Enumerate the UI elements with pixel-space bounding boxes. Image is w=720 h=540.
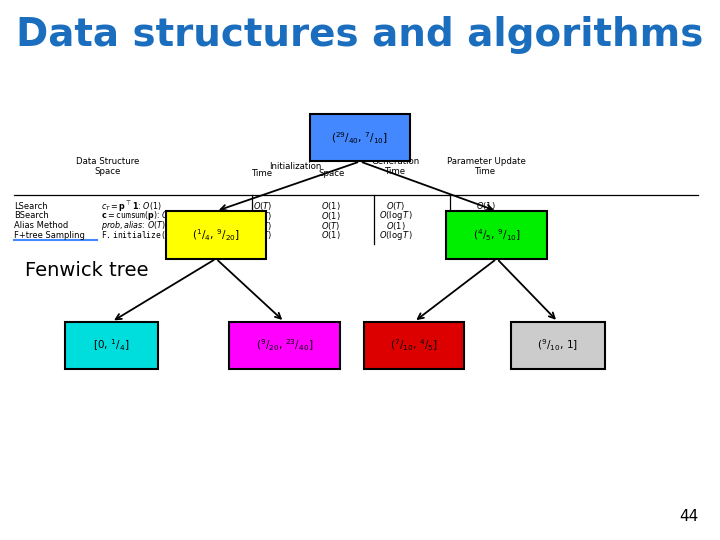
Text: Space: Space: [318, 168, 344, 178]
Text: $O(T)$: $O(T)$: [386, 200, 406, 212]
Text: $c_T = \mathbf{p}^\top\mathbf{1}$: $O(1)$: $c_T = \mathbf{p}^\top\mathbf{1}$: $O(1)…: [101, 199, 161, 213]
Text: $O(T)$: $O(T)$: [253, 210, 273, 222]
Text: $O(T)$: $O(T)$: [253, 230, 273, 241]
Text: 44: 44: [679, 509, 698, 524]
Text: $O(\log T)$: $O(\log T)$: [469, 229, 503, 242]
FancyBboxPatch shape: [511, 322, 605, 369]
Text: $O(1)$: $O(1)$: [321, 200, 341, 212]
Text: Initialization: Initialization: [269, 161, 321, 171]
FancyBboxPatch shape: [364, 322, 464, 369]
FancyBboxPatch shape: [65, 322, 158, 369]
Text: BSearch: BSearch: [14, 212, 49, 220]
Text: $O(T)$: $O(T)$: [476, 220, 496, 232]
Text: $(^{7}/_{10},\, ^{4}/_{5}]$: $(^{7}/_{10},\, ^{4}/_{5}]$: [390, 338, 438, 353]
Text: $O(T)$: $O(T)$: [321, 220, 341, 232]
Text: $O(1)$: $O(1)$: [321, 230, 341, 241]
FancyBboxPatch shape: [229, 322, 341, 369]
Text: Time: Time: [252, 168, 274, 178]
Text: $\mathtt{F.initialize(p)}$: $O(T)$: $\mathtt{F.initialize(p)}$: $O(T)$: [101, 229, 199, 242]
Text: $O(T)$: $O(T)$: [476, 210, 496, 222]
Text: Alias Method: Alias Method: [14, 221, 68, 230]
Text: Fenwick tree: Fenwick tree: [25, 260, 149, 280]
Text: $O(\log T)$: $O(\log T)$: [379, 210, 413, 222]
Text: $O(T)$: $O(T)$: [253, 220, 273, 232]
Text: F+tree Sampling: F+tree Sampling: [14, 231, 85, 240]
FancyBboxPatch shape: [310, 114, 410, 161]
Text: $O(T)$: $O(T)$: [253, 200, 273, 212]
Text: $(^{29}/_{40},\, ^{7}/_{10}]$: $(^{29}/_{40},\, ^{7}/_{10}]$: [331, 130, 389, 145]
Text: $(^{9}/_{10},\, 1]$: $(^{9}/_{10},\, 1]$: [537, 338, 579, 353]
Text: $O(1)$: $O(1)$: [476, 200, 496, 212]
Text: $(^{4}/_{5},\, ^{9}/_{10}]$: $(^{4}/_{5},\, ^{9}/_{10}]$: [473, 227, 521, 242]
Text: Parameter Update
Time: Parameter Update Time: [446, 157, 526, 176]
Text: Data structures and algorithms: Data structures and algorithms: [17, 16, 703, 54]
Text: $O(1)$: $O(1)$: [321, 210, 341, 222]
Text: $O(1)$: $O(1)$: [386, 220, 406, 232]
Text: $(^{9}/_{20},\, ^{23}/_{40}]$: $(^{9}/_{20},\, ^{23}/_{40}]$: [256, 338, 313, 353]
Text: $[0,\, ^{1}/_{4}]$: $[0,\, ^{1}/_{4}]$: [94, 338, 130, 353]
FancyBboxPatch shape: [166, 211, 266, 259]
Text: $(^{1}/_{4},\, ^{9}/_{20}]$: $(^{1}/_{4},\, ^{9}/_{20}]$: [192, 227, 240, 242]
Text: Generation
Time: Generation Time: [372, 157, 420, 176]
FancyBboxPatch shape: [446, 211, 547, 259]
Text: $O(\log T)$: $O(\log T)$: [379, 229, 413, 242]
Text: LSearch: LSearch: [14, 202, 48, 211]
Text: $\mathit{prob, alias}$: $O(T)$: $\mathit{prob, alias}$: $O(T)$: [101, 219, 166, 232]
Text: Data Structure
Space: Data Structure Space: [76, 157, 140, 176]
Text: $\mathbf{c} = \mathtt{cumsum}(\mathbf{p})$: $O(T)$: $\mathbf{c} = \mathtt{cumsum}(\mathbf{p}…: [101, 210, 180, 222]
